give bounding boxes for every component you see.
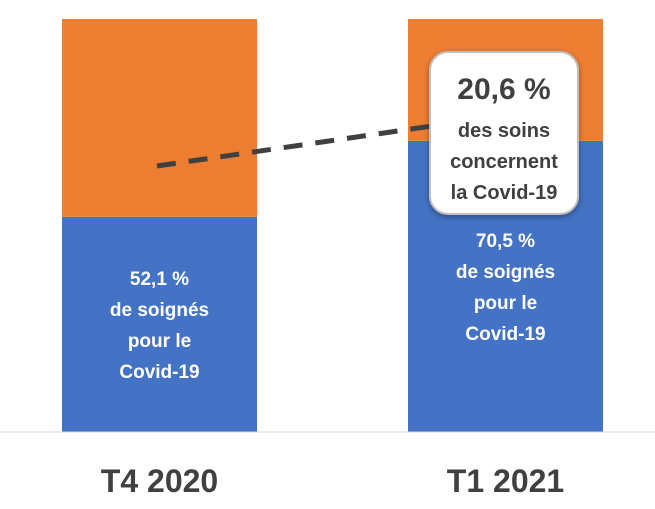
callout-line-1: 20,6 % xyxy=(457,73,550,106)
callout-connector-line xyxy=(156,123,433,169)
bar-label-1-line-2: de soignés xyxy=(110,300,209,321)
callout-line-2: des soins xyxy=(458,120,550,142)
x-tick-label-1: T4 2020 xyxy=(101,463,218,499)
bar-label-1-line-3: pour le xyxy=(128,331,191,352)
bar-label-2-line-2: de soignés xyxy=(456,262,555,283)
bar-labels-group: 52,1 % de soignés pour le Covid-19 70,5 % de … xyxy=(110,231,555,383)
bar-label-2-line-3: pour le xyxy=(474,293,537,314)
callout-box: 20,6 % des soins concernent la Covid-19 xyxy=(429,51,579,215)
bar-label-1-line-1: 52,1 % xyxy=(130,269,189,290)
x-tick-labels: T4 2020 T1 2021 xyxy=(101,463,564,499)
callout-line-3: concernent xyxy=(450,151,558,173)
bar-label-2-line-1: 70,5 % xyxy=(476,231,535,252)
x-tick-label-2: T1 2021 xyxy=(447,463,564,499)
bar-segment-2-t4-2020 xyxy=(62,19,257,217)
bar-label-1-line-4: Covid-19 xyxy=(119,362,199,383)
callout-line-4: la Covid-19 xyxy=(451,182,558,204)
bar-segment-1-t4-2020 xyxy=(62,216,257,432)
callout-rect xyxy=(429,51,579,215)
bar-label-2-line-4: Covid-19 xyxy=(465,324,545,345)
